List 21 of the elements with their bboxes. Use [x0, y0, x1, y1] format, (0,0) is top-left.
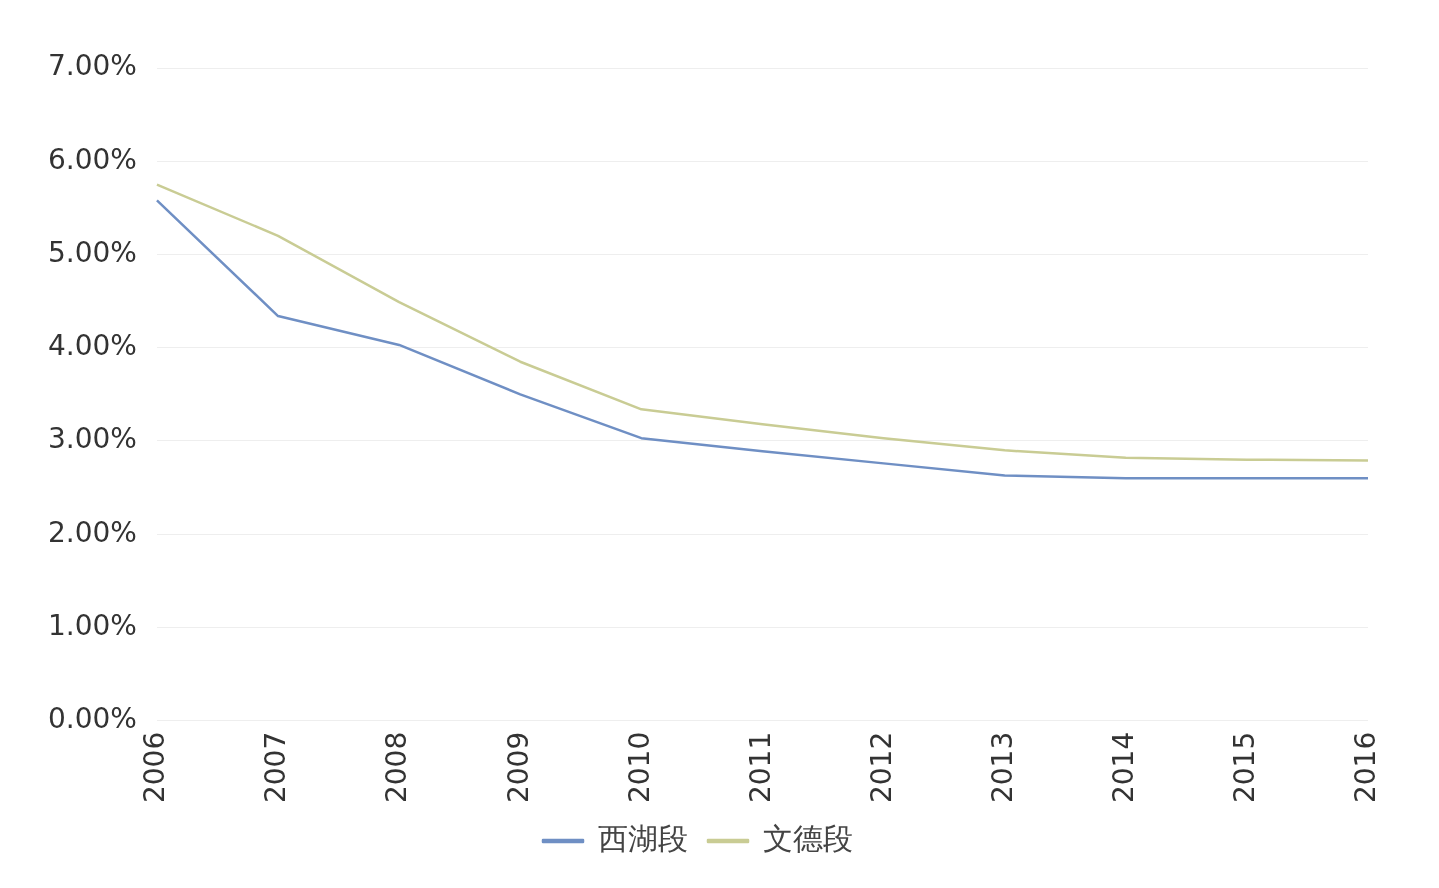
y-tick-label: 2.00%: [48, 515, 137, 549]
y-tick-label: 5.00%: [48, 235, 137, 269]
legend-label: 文德段: [763, 820, 853, 856]
x-tick-label: 2012: [864, 731, 898, 804]
y-tick-label: 7.00%: [48, 49, 137, 83]
y-tick-label: 4.00%: [48, 329, 137, 363]
y-tick-label: 0.00%: [48, 702, 137, 736]
x-tick-label: 2015: [1228, 731, 1262, 804]
y-tick-label: 3.00%: [48, 422, 137, 456]
x-tick-label: 2006: [138, 731, 172, 804]
x-tick-label: 2011: [743, 731, 777, 804]
x-tick-label: 2007: [259, 731, 293, 804]
x-tick-label: 2014: [1107, 731, 1141, 804]
x-tick-label: 2008: [380, 731, 414, 804]
x-tick-label: 2009: [501, 731, 535, 804]
x-tick-label: 2010: [622, 731, 656, 804]
y-tick-label: 6.00%: [48, 142, 137, 176]
y-tick-label: 1.00%: [48, 608, 137, 642]
legend-label: 西湖段: [598, 820, 688, 856]
x-tick-label: 2016: [1349, 731, 1383, 804]
x-tick-label: 2013: [985, 731, 1019, 804]
